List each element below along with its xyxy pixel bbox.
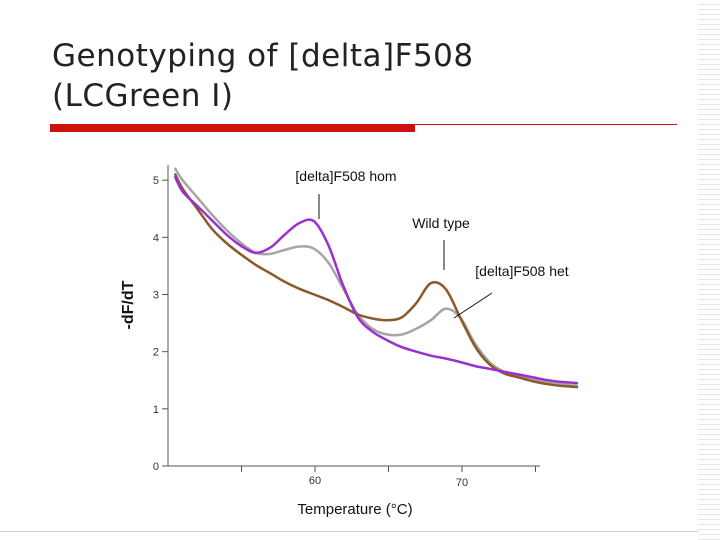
y-tick-label: 5 — [153, 175, 159, 187]
slide-title-line-1: Genotyping of [delta]F508 — [52, 38, 474, 74]
x-axis-label: Temperature (°C) — [297, 501, 412, 518]
series-lines — [174, 167, 579, 389]
annotation-pointer — [453, 292, 493, 319]
title-divider-line — [415, 124, 677, 125]
y-tick-label: 0 — [153, 461, 159, 473]
y-axis-label: -dF/dT — [120, 280, 137, 329]
y-tick-label: 4 — [153, 232, 159, 244]
slide-title: Genotyping of [delta]F508 (LCGreen I) — [52, 36, 652, 116]
y-tick-label: 1 — [153, 404, 159, 416]
annotations: [delta]F508 hom Wild type [delta]F508 het — [295, 168, 569, 319]
annotation-label: [delta]F508 hom — [295, 168, 396, 184]
axes: 0 1 2 3 4 5 60 70 — [153, 165, 540, 489]
x-tick-label: 70 — [456, 477, 468, 489]
footer-divider-line — [0, 531, 698, 532]
series-hom-line — [174, 176, 579, 385]
series-het-line — [174, 173, 579, 389]
plot-area — [168, 163, 577, 466]
x-tick-label: 60 — [309, 475, 321, 487]
slide-title-line-2: (LCGreen I) — [52, 78, 234, 114]
annotation-label: [delta]F508 het — [475, 263, 569, 279]
plot-background — [168, 163, 577, 466]
y-tick-label: 3 — [153, 289, 159, 301]
annotation-label: Wild type — [412, 215, 470, 231]
y-tick-label: 2 — [153, 347, 159, 359]
title-accent-bar — [50, 124, 415, 132]
